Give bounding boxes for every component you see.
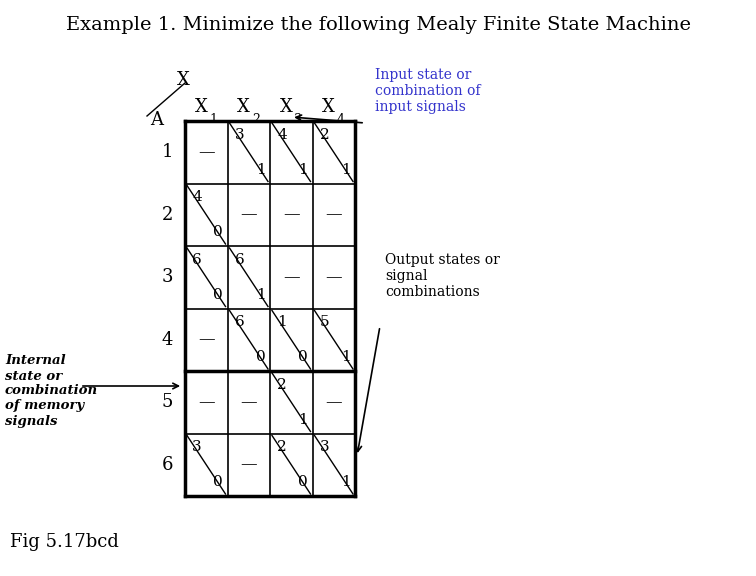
Text: A: A (150, 111, 163, 129)
Text: Fig 5.17bcd: Fig 5.17bcd (10, 533, 119, 551)
Text: —: — (283, 269, 299, 286)
Text: 0: 0 (213, 475, 223, 489)
Text: —: — (240, 456, 257, 473)
Text: 1: 1 (299, 413, 308, 427)
Text: 0: 0 (256, 350, 265, 364)
Text: 1: 1 (209, 113, 217, 126)
Text: X: X (280, 98, 293, 116)
Text: 1: 1 (341, 475, 351, 489)
Text: 4: 4 (277, 128, 287, 142)
Text: —: — (325, 206, 342, 223)
Text: —: — (198, 331, 215, 348)
Text: 2: 2 (252, 113, 260, 126)
Text: X: X (177, 71, 190, 89)
Text: —: — (283, 206, 299, 223)
Text: 0: 0 (299, 350, 308, 364)
Text: —: — (325, 394, 342, 411)
Text: X: X (322, 98, 335, 116)
Text: Input state or
combination of
input signals: Input state or combination of input sign… (375, 68, 481, 115)
Text: 4: 4 (336, 113, 345, 126)
Text: 3: 3 (192, 440, 202, 454)
Text: 2: 2 (277, 378, 287, 392)
Text: 1: 1 (256, 163, 265, 177)
Text: —: — (198, 144, 215, 161)
Text: X: X (237, 98, 250, 116)
Text: Output states or
signal
combinations: Output states or signal combinations (385, 253, 500, 299)
Text: 1: 1 (277, 315, 287, 329)
Text: 3: 3 (320, 440, 329, 454)
Text: 6: 6 (161, 456, 173, 473)
Text: 0: 0 (213, 225, 223, 239)
Text: —: — (240, 206, 257, 223)
Text: 3: 3 (161, 268, 173, 286)
Text: 5: 5 (161, 393, 172, 411)
Text: X: X (195, 98, 208, 116)
Text: 1: 1 (341, 163, 351, 177)
Text: 1: 1 (256, 288, 265, 302)
Text: 4: 4 (161, 331, 172, 348)
Text: —: — (198, 394, 215, 411)
Text: 2: 2 (161, 206, 172, 223)
Text: 2: 2 (277, 440, 287, 454)
Text: 0: 0 (213, 288, 223, 302)
Text: Example 1. Minimize the following Mealy Finite State Machine: Example 1. Minimize the following Mealy … (66, 16, 690, 34)
Text: 4: 4 (192, 190, 202, 204)
Text: 6: 6 (192, 253, 202, 267)
Text: 3: 3 (234, 128, 244, 142)
Text: 6: 6 (234, 315, 244, 329)
Text: 1: 1 (341, 350, 351, 364)
Text: 5: 5 (320, 315, 329, 329)
Text: —: — (240, 394, 257, 411)
Text: 1: 1 (299, 163, 308, 177)
Text: 3: 3 (294, 113, 302, 126)
Text: 6: 6 (234, 253, 244, 267)
Text: 0: 0 (299, 475, 308, 489)
Text: 2: 2 (320, 128, 330, 142)
Text: Internal
state or
combination
of memory
signals: Internal state or combination of memory … (5, 354, 98, 427)
Text: 1: 1 (161, 143, 173, 161)
Text: —: — (325, 269, 342, 286)
